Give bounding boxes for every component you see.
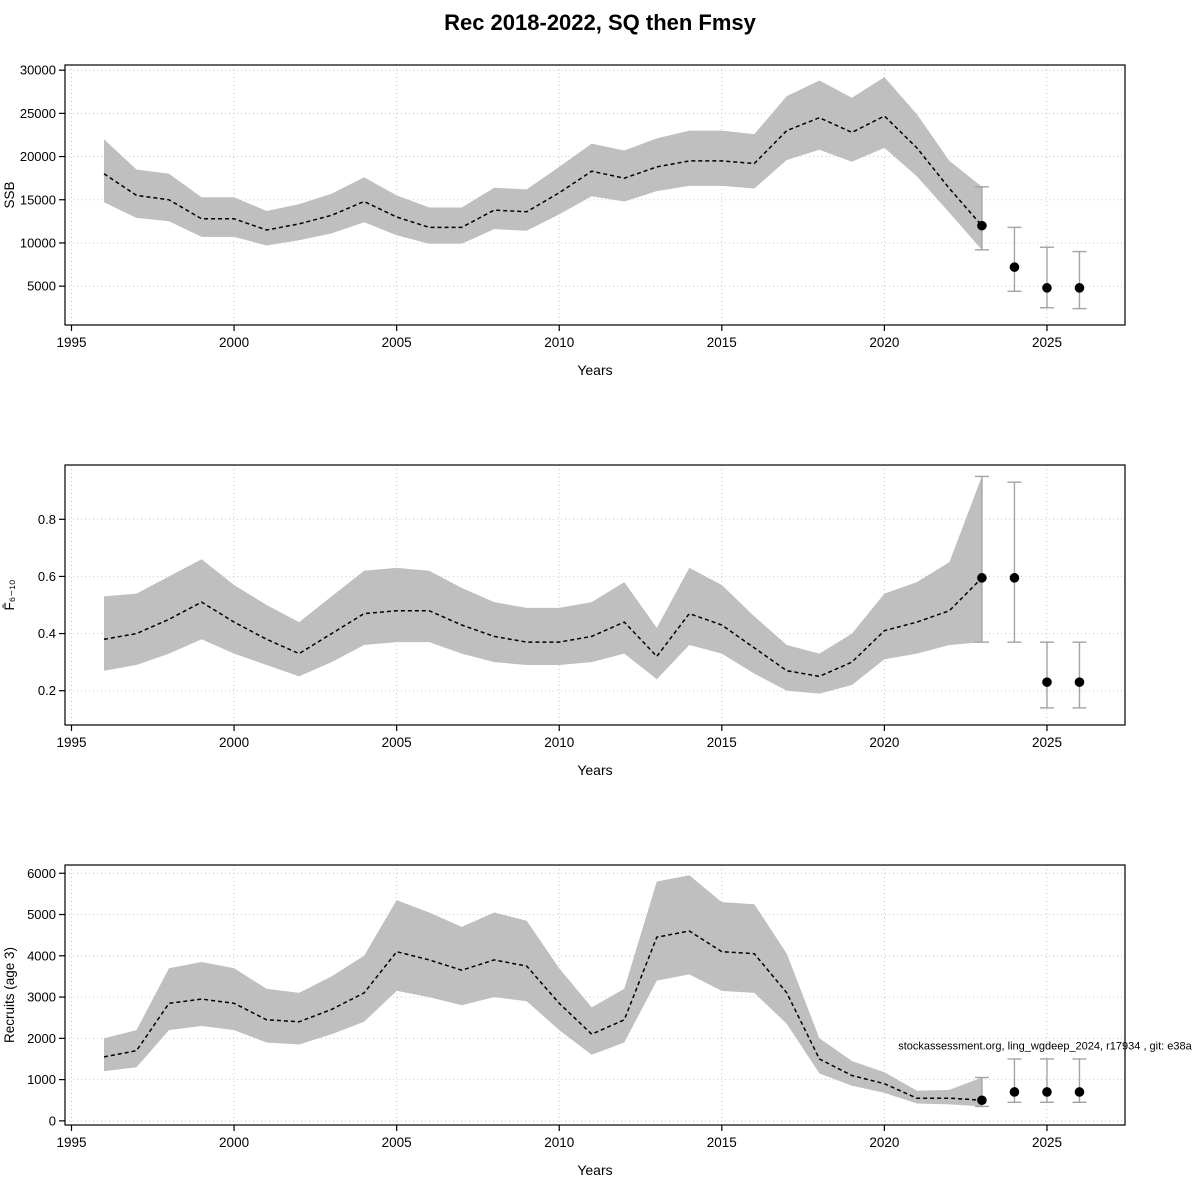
x-axis-title: Years (577, 762, 612, 778)
x-axis-tick-label: 2005 (382, 1135, 412, 1150)
y-axis-tick-label: 20000 (20, 149, 56, 164)
y-axis-title: F̄₆₋₁₀ (2, 580, 17, 611)
median-line (103, 577, 983, 678)
x-axis-tick-label: 2010 (544, 735, 574, 750)
y-axis-title: SSB (2, 181, 17, 208)
x-axis-tick-label: 2000 (219, 1135, 249, 1150)
panel-1: 1995 2000 2005 2010 2015 2020 2025 0.2 0.4 0.6 0.8… (2, 464, 1126, 778)
forecast-point (1042, 1087, 1052, 1097)
forecast-point (1074, 1087, 1085, 1097)
x-axis-tick-label: 2010 (544, 335, 574, 350)
x-axis-title: Years (577, 362, 612, 378)
y-axis-tick-label: 25000 (20, 106, 56, 121)
y-axis-tick-label: 5000 (27, 279, 56, 294)
x-axis-title: Years (577, 1162, 612, 1178)
x-axis-tick-label: 2000 (219, 735, 249, 750)
y-axis-title: Recruits (age 3) (2, 947, 17, 1043)
forecast-point (1074, 283, 1085, 293)
y-axis-tick-label: 6000 (27, 866, 56, 881)
x-axis-tick-label: 2015 (707, 735, 737, 750)
median-line (103, 115, 983, 231)
y-axis-tick-label: 30000 (20, 63, 56, 78)
x-axis-tick-label: 2020 (869, 335, 899, 350)
panel-0: 1995 2000 2005 2010 2015 2020 2025 5000 10000 150… (2, 63, 1126, 378)
y-axis-tick-label: 0.8 (38, 512, 56, 527)
source-annotation: stockassessment.org, ling_wgdeep_2024, r… (898, 1041, 1192, 1053)
forecast-point (1009, 1087, 1020, 1097)
x-axis-tick-label: 2005 (382, 735, 412, 750)
figure-svg: 1995 2000 2005 2010 2015 2020 2025500010000150… (2, 63, 1193, 1178)
forecast-point (1009, 262, 1020, 272)
forecast-point (1042, 283, 1052, 293)
x-axis-tick-label: 2000 (219, 335, 249, 350)
plot-border (64, 864, 1126, 1126)
x-axis-tick-label: 1995 (56, 335, 86, 350)
x-axis-tick-label: 2010 (544, 1135, 574, 1150)
x-axis-tick-label: 2015 (707, 1135, 737, 1150)
x-axis-tick-label: 2025 (1032, 735, 1062, 750)
y-axis-tick-label: 10000 (20, 235, 56, 250)
plot-border (64, 464, 1126, 726)
y-axis-tick-label: 0.4 (38, 626, 56, 641)
y-axis-tick-label: 0.2 (38, 683, 56, 698)
y-axis-tick-label: 0.6 (38, 569, 56, 584)
y-axis-tick-label: 1000 (27, 1072, 56, 1087)
forecast-point (977, 220, 987, 231)
forecast-point (977, 573, 987, 583)
forecast-point (1009, 573, 1020, 583)
plot-border (64, 64, 1126, 326)
x-axis-tick-label: 2025 (1032, 1135, 1062, 1150)
x-axis-tick-label: 2020 (869, 735, 899, 750)
confidence-band (104, 875, 982, 1107)
x-axis-tick-label: 1995 (56, 735, 86, 750)
forecast-point (1074, 677, 1085, 687)
chart-title: Rec 2018-2022, SQ then Fmsy (444, 10, 756, 35)
y-axis-tick-label: 4000 (27, 948, 56, 963)
y-axis-tick-label: 0 (49, 1113, 56, 1128)
y-axis-tick-label: 5000 (27, 907, 56, 922)
confidence-band (104, 476, 982, 694)
forecast-point (977, 1095, 987, 1106)
confidence-band (104, 77, 982, 250)
x-axis-tick-label: 2025 (1032, 335, 1062, 350)
forecast-point (1042, 677, 1052, 687)
x-axis-tick-label: 2020 (869, 1135, 899, 1150)
x-axis-tick-label: 2005 (382, 335, 412, 350)
y-axis-tick-label: 2000 (27, 1031, 56, 1046)
panel-2: 1995 2000 2005 2010 2015 2020 2025 0 1000 2000 300… (2, 864, 1193, 1178)
x-axis-tick-label: 2015 (707, 335, 737, 350)
y-axis-tick-label: 15000 (20, 192, 56, 207)
x-axis-tick-label: 1995 (56, 1135, 86, 1150)
y-axis-tick-label: 3000 (27, 990, 56, 1005)
